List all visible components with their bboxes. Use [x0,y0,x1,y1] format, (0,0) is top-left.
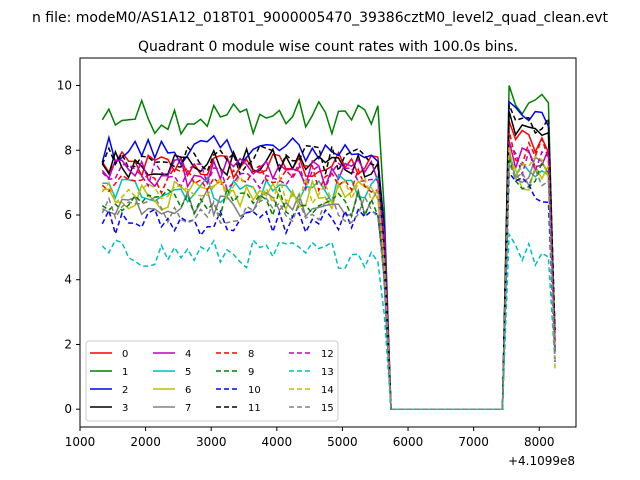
axes-frame [79,57,577,428]
legend-label-1: 1 [122,367,128,378]
y-tick-label: 4 [64,273,72,287]
legend-label-13: 13 [321,367,334,378]
x-tick-label: 2000 [130,435,161,449]
legend-label-14: 14 [321,385,334,396]
legend-label-10: 10 [248,385,261,396]
legend-label-11: 11 [248,403,261,414]
y-tick-label: 0 [64,402,72,416]
x-tick-label: 8000 [524,435,555,449]
legend-label-4: 4 [185,349,191,360]
legend-frame [85,340,339,422]
plot-area [101,85,556,410]
legend-label-9: 9 [248,367,254,378]
legend-label-12: 12 [321,349,334,360]
series-line-15 [101,162,556,410]
x-tick-label: 5000 [327,435,358,449]
chart-title: Quadrant 0 module wise count rates with … [138,39,518,55]
y-tick-label: 2 [64,337,72,351]
legend-label-8: 8 [248,349,254,360]
legend-label-0: 0 [122,349,128,360]
legend-label-7: 7 [185,403,191,414]
x-tick-label: 6000 [393,435,424,449]
y-tick-label: 6 [64,208,72,222]
series-line-8 [101,130,556,410]
legend-label-2: 2 [122,385,128,396]
chart-suptitle: n file: modeM0/AS1A12_018T01_9000005470_… [32,10,609,26]
x-tick-label: 3000 [196,435,227,449]
legend-label-15: 15 [321,403,334,414]
legend-label-6: 6 [185,385,191,396]
y-tick-label: 10 [57,79,72,93]
series-line-12 [101,141,556,410]
x-tick-label: 7000 [458,435,489,449]
x-tick-label: 1000 [65,435,96,449]
y-tick-label: 8 [64,143,72,157]
legend-label-5: 5 [185,367,191,378]
x-tick-label: 4000 [262,435,293,449]
legend-label-3: 3 [122,403,128,414]
x-offset-label: +4.1099e8 [508,454,575,468]
